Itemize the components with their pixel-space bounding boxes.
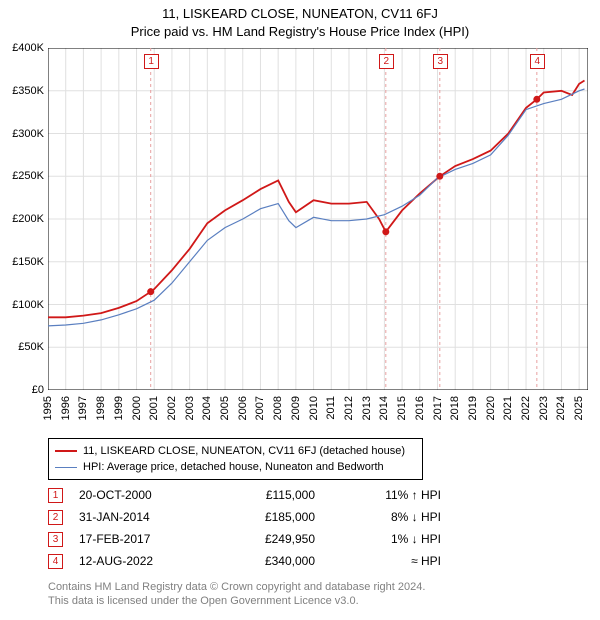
y-axis-tick-label: £0 (2, 384, 44, 396)
x-axis-tick-label: 2016 (414, 396, 426, 420)
x-axis-tick-label: 2022 (520, 396, 532, 420)
sale-marker-box: 3 (48, 532, 63, 547)
page: 11, LISKEARD CLOSE, NUNEATON, CV11 6FJ P… (0, 0, 600, 620)
x-axis-tick-label: 2010 (308, 396, 320, 420)
sale-date: 12-AUG-2022 (79, 554, 199, 568)
sale-marker-box: 1 (144, 54, 159, 69)
x-axis-tick-label: 2013 (361, 396, 373, 420)
y-axis-tick-label: £250K (2, 170, 44, 182)
x-axis-tick-label: 2012 (343, 396, 355, 420)
sale-price: £340,000 (215, 554, 315, 568)
footer-line: Contains HM Land Registry data © Crown c… (48, 580, 558, 594)
sale-date: 20-OCT-2000 (79, 488, 199, 502)
sale-marker-box: 4 (48, 554, 63, 569)
x-axis-tick-label: 2008 (272, 396, 284, 420)
sale-price: £185,000 (215, 510, 315, 524)
x-axis-tick-label: 2003 (184, 396, 196, 420)
footer-attribution: Contains HM Land Registry data © Crown c… (48, 580, 558, 608)
x-axis-tick-label: 2005 (219, 396, 231, 420)
sale-date: 17-FEB-2017 (79, 532, 199, 546)
sales-table: 1 20-OCT-2000 £115,000 11% ↑ HPI 2 31-JAN-201… (48, 484, 548, 572)
legend-swatch (55, 467, 77, 468)
x-axis-tick-label: 2011 (325, 396, 337, 420)
x-axis-tick-label: 1995 (42, 396, 54, 420)
x-axis-tick-label: 2023 (538, 396, 550, 420)
y-axis-tick-label: £400K (2, 42, 44, 54)
x-axis-tick-label: 2018 (449, 396, 461, 420)
x-axis-tick-label: 1997 (77, 396, 89, 420)
x-axis-tick-label: 2021 (502, 396, 514, 420)
y-axis-tick-label: £50K (2, 341, 44, 353)
x-axis-tick-label: 1998 (95, 396, 107, 420)
y-axis-tick-label: £100K (2, 299, 44, 311)
chart-title-address: 11, LISKEARD CLOSE, NUNEATON, CV11 6FJ (0, 6, 600, 21)
x-axis-tick-label: 2002 (166, 396, 178, 420)
sale-row: 2 31-JAN-2014 £185,000 8% ↓ HPI (48, 506, 548, 528)
x-axis-tick-label: 2001 (148, 396, 160, 420)
x-axis-tick-label: 2024 (555, 396, 567, 420)
x-axis-tick-label: 1999 (113, 396, 125, 420)
chart-legend: 11, LISKEARD CLOSE, NUNEATON, CV11 6FJ (… (48, 438, 423, 480)
sale-marker-box: 3 (433, 54, 448, 69)
x-axis-tick-label: 2006 (237, 396, 249, 420)
sale-row: 3 17-FEB-2017 £249,950 1% ↓ HPI (48, 528, 548, 550)
x-axis-tick-label: 2017 (432, 396, 444, 420)
sale-row: 1 20-OCT-2000 £115,000 11% ↑ HPI (48, 484, 548, 506)
legend-swatch (55, 450, 77, 452)
x-axis-tick-label: 2025 (573, 396, 585, 420)
x-axis-tick-label: 2007 (254, 396, 266, 420)
x-axis-tick-label: 2020 (485, 396, 497, 420)
y-axis-tick-label: £350K (2, 85, 44, 97)
sale-marker-box: 2 (48, 510, 63, 525)
x-axis-tick-label: 1996 (60, 396, 72, 420)
sale-hpi: 11% ↑ HPI (331, 488, 441, 502)
chart-title-sub: Price paid vs. HM Land Registry's House … (0, 24, 600, 39)
sale-price: £249,950 (215, 532, 315, 546)
x-axis-tick-label: 2009 (290, 396, 302, 420)
legend-item: 11, LISKEARD CLOSE, NUNEATON, CV11 6FJ (… (55, 443, 416, 459)
legend-label: HPI: Average price, detached house, Nune… (83, 461, 384, 473)
y-axis-tick-label: £200K (2, 213, 44, 225)
sale-hpi: 8% ↓ HPI (331, 510, 441, 524)
x-axis-tick-label: 2000 (131, 396, 143, 420)
sale-row: 4 12-AUG-2022 £340,000 ≈ HPI (48, 550, 548, 572)
x-axis-tick-label: 2015 (396, 396, 408, 420)
sale-price: £115,000 (215, 488, 315, 502)
x-axis-tick-label: 2004 (201, 396, 213, 420)
footer-line: This data is licensed under the Open Gov… (48, 594, 558, 608)
price-chart (48, 48, 588, 390)
y-axis-tick-label: £300K (2, 128, 44, 140)
sale-marker-box: 2 (379, 54, 394, 69)
x-axis-tick-label: 2014 (378, 396, 390, 420)
legend-item: HPI: Average price, detached house, Nune… (55, 459, 416, 475)
sale-marker-box: 1 (48, 488, 63, 503)
sale-hpi: 1% ↓ HPI (331, 532, 441, 546)
sale-hpi: ≈ HPI (331, 554, 441, 568)
legend-label: 11, LISKEARD CLOSE, NUNEATON, CV11 6FJ (… (83, 445, 405, 457)
sale-date: 31-JAN-2014 (79, 510, 199, 524)
sale-marker-box: 4 (530, 54, 545, 69)
y-axis-tick-label: £150K (2, 256, 44, 268)
x-axis-tick-label: 2019 (467, 396, 479, 420)
